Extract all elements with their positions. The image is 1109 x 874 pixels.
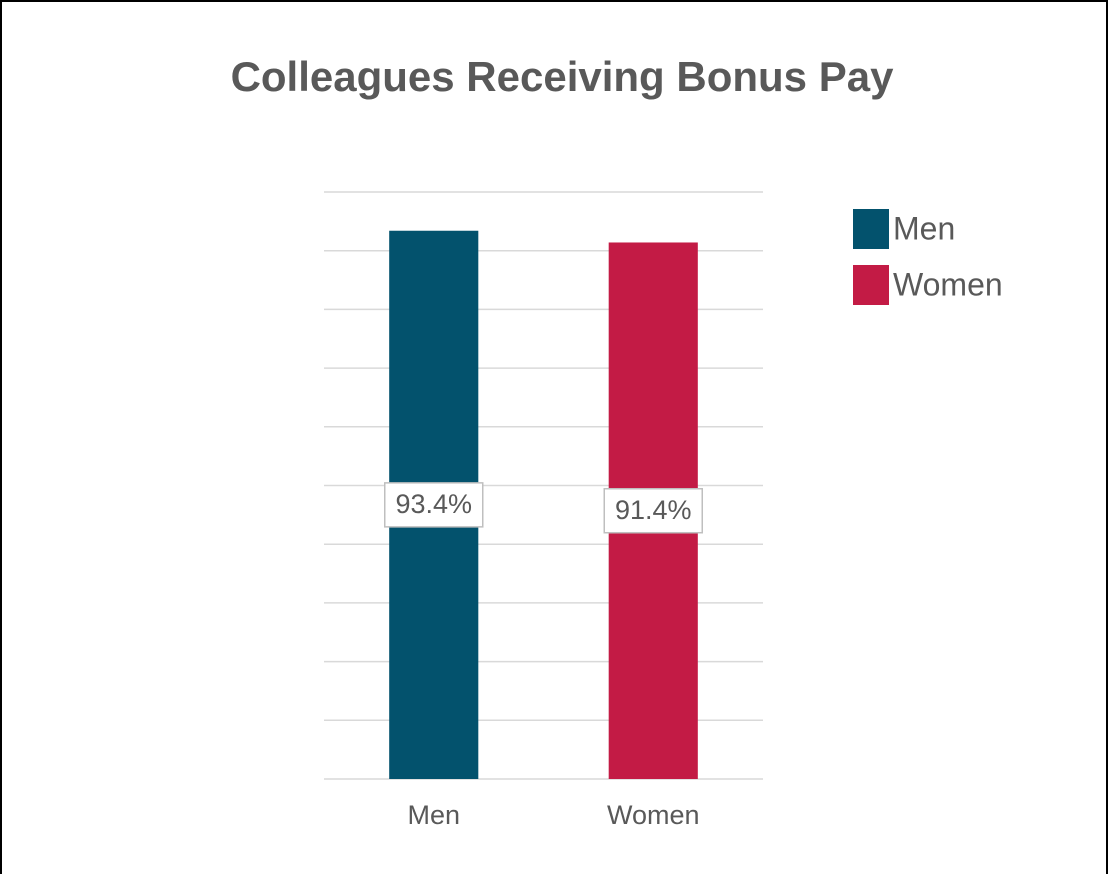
legend-swatch	[853, 265, 889, 305]
legend-label: Women	[893, 266, 1003, 302]
data-label: 93.4%	[395, 489, 472, 519]
x-tick-label: Women	[607, 800, 700, 830]
data-label-box	[384, 482, 484, 528]
legend-label: Men	[893, 210, 955, 246]
legend-swatch	[853, 209, 889, 249]
data-label: 91.4%	[615, 495, 692, 525]
data-label-box	[603, 487, 703, 534]
x-tick-label: Men	[407, 800, 460, 830]
chart-title: Colleagues Receiving Bonus Pay	[231, 53, 895, 100]
